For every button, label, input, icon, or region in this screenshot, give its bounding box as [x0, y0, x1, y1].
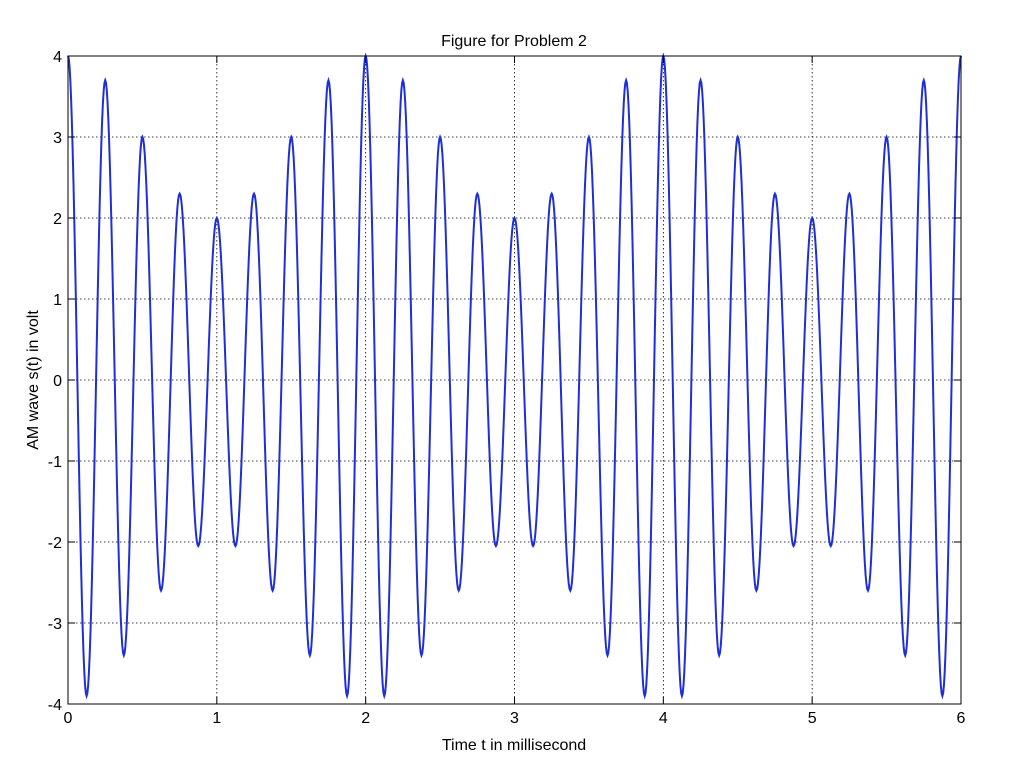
- series-line: [67, 52, 962, 700]
- data-point: [848, 193, 850, 195]
- y-tick-label: 4: [53, 49, 62, 66]
- y-tick-label: -4: [48, 697, 62, 714]
- data-point: [234, 545, 236, 547]
- data-point: [179, 193, 181, 195]
- data-point: [420, 654, 422, 656]
- y-tick-label: -2: [48, 535, 62, 552]
- data-point: [160, 590, 162, 592]
- data-point: [811, 217, 813, 219]
- data-point: [755, 590, 757, 592]
- data-point: [569, 590, 571, 592]
- data-point: [681, 695, 683, 697]
- y-tick-label: 1: [53, 292, 62, 309]
- data-point: [923, 79, 925, 81]
- data-point: [904, 654, 906, 656]
- y-tick-label: 0: [53, 373, 62, 390]
- data-point: [774, 193, 776, 195]
- data-point: [197, 545, 199, 547]
- data-point: [551, 193, 553, 195]
- x-tick-label: 1: [212, 710, 221, 727]
- data-point: [272, 590, 274, 592]
- data-point: [607, 654, 609, 656]
- data-point: [588, 136, 590, 138]
- chart-title: Figure for Problem 2: [441, 33, 587, 50]
- data-point: [495, 545, 497, 547]
- data-point: [104, 79, 106, 81]
- data-point: [737, 136, 739, 138]
- data-point: [830, 545, 832, 547]
- y-tick-label: -3: [48, 616, 62, 633]
- data-point: [476, 193, 478, 195]
- data-point: [253, 193, 255, 195]
- data-point: [123, 654, 125, 656]
- x-tick-label: 2: [361, 710, 370, 727]
- data-point: [327, 79, 329, 81]
- x-axis-label: Time t in millisecond: [442, 737, 586, 754]
- data-point: [625, 79, 627, 81]
- data-point: [793, 545, 795, 547]
- data-point: [700, 79, 702, 81]
- x-tick-label: 6: [957, 710, 966, 727]
- data-point: [141, 136, 143, 138]
- data-point: [867, 590, 869, 592]
- grid-lines: [68, 56, 961, 704]
- data-point: [514, 217, 516, 219]
- y-tick-label: 2: [53, 211, 62, 228]
- series-group: [67, 52, 962, 700]
- y-axis-label: AM wave s(t) in volt: [25, 310, 42, 450]
- data-point: [346, 695, 348, 697]
- x-tick-label: 5: [808, 710, 817, 727]
- data-point: [886, 136, 888, 138]
- x-tick-label: 4: [659, 710, 668, 727]
- data-point: [532, 545, 534, 547]
- data-point: [290, 136, 292, 138]
- data-point: [402, 79, 404, 81]
- x-tick-label: 0: [64, 710, 73, 727]
- data-point: [309, 654, 311, 656]
- data-point: [458, 590, 460, 592]
- data-point: [86, 695, 88, 697]
- data-point: [718, 654, 720, 656]
- y-tick-marks: -4 -3 -2 -1 0 1 2 3 4: [48, 49, 961, 714]
- data-point: [941, 695, 943, 697]
- data-point: [383, 695, 385, 697]
- y-tick-label: -1: [48, 454, 62, 471]
- data-point: [439, 136, 441, 138]
- y-tick-label: 3: [53, 130, 62, 147]
- x-tick-label: 3: [510, 710, 519, 727]
- x-tick-marks: 0 1 2 3 4 5 6: [64, 56, 966, 727]
- data-point: [216, 217, 218, 219]
- data-point: [644, 695, 646, 697]
